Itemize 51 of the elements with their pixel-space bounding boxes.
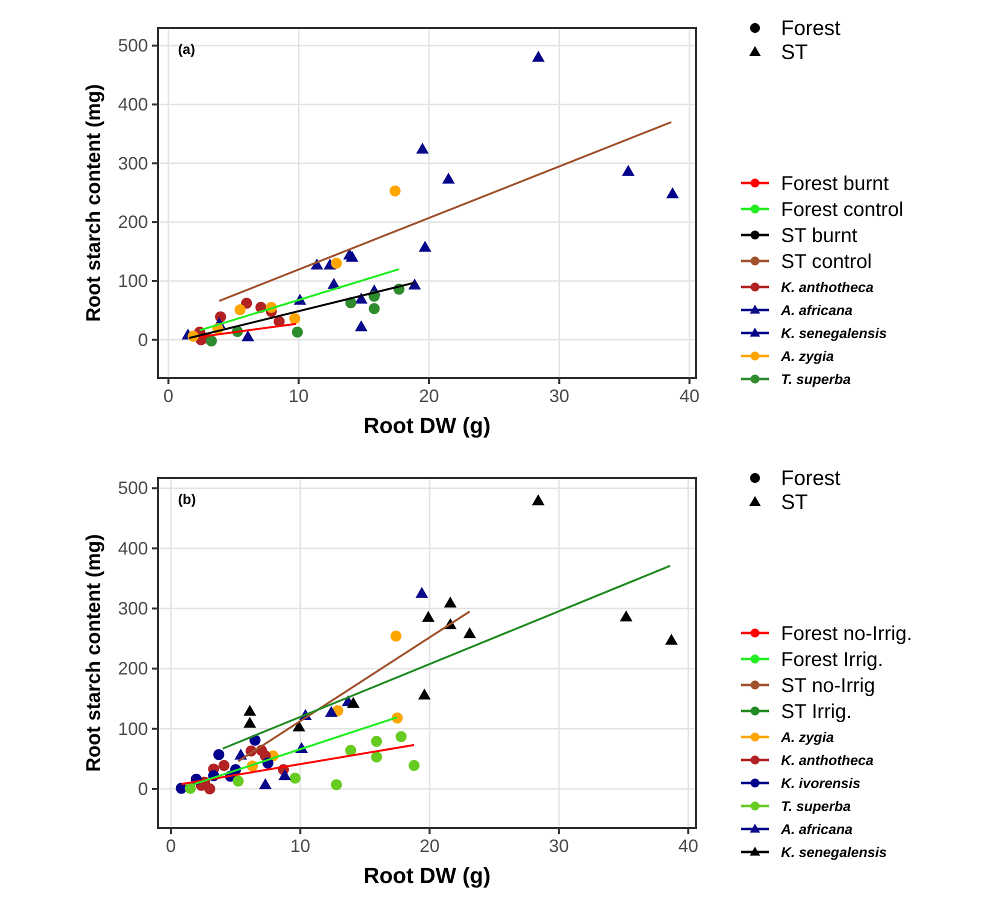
x-tick-label: 30	[549, 386, 570, 406]
legend-label: T. superba	[781, 371, 851, 387]
legend-label: K. anthotheca	[781, 752, 874, 768]
x-tick-label: 0	[163, 386, 174, 406]
x-axis-title: Root DW (g)	[363, 863, 491, 888]
legend-label: ST no-Irrig	[781, 675, 876, 697]
y-tick-label: 300	[118, 598, 148, 618]
legend-label: A. zygia	[780, 348, 834, 364]
legend-label: ST control	[781, 251, 872, 273]
legend-label: Forest control	[781, 199, 904, 221]
text: Forest	[781, 17, 841, 40]
y-tick-label: 500	[118, 478, 148, 498]
y-tick-label: 200	[118, 212, 148, 232]
x-tick-label: 20	[420, 836, 440, 856]
x-tick-label: 0	[166, 836, 176, 856]
y-tick-label: 300	[118, 153, 148, 174]
y-axis-title: Root starch content (mg)	[83, 534, 105, 772]
x-tick-label: 10	[288, 386, 309, 406]
y-tick-label: 0	[138, 778, 148, 799]
legend-label: K. senegalensis	[781, 325, 888, 341]
legend-label: K. ivorensis	[781, 775, 861, 791]
x-tick-label: 40	[679, 386, 700, 406]
y-tick-label: 200	[118, 658, 148, 679]
y-tick-label: 100	[118, 718, 148, 739]
y-tick-label: 400	[118, 94, 148, 114]
text: ST	[781, 491, 808, 514]
legend-label: ST Irrig.	[781, 701, 852, 723]
legend-label: A. zygia	[780, 729, 834, 745]
x-tick-label: 20	[418, 386, 439, 406]
y-tick-label: 0	[138, 330, 148, 350]
legend-label: Forest Irrig.	[781, 649, 884, 671]
y-tick-label: 100	[118, 270, 148, 291]
y-tick-label: 500	[118, 36, 148, 56]
y-tick-label: 400	[118, 538, 148, 558]
legend-label: A. africana	[780, 302, 853, 318]
y-axis-title: Root starch content (mg)	[83, 84, 105, 322]
x-axis-title: Root DW (g)	[363, 413, 491, 438]
x-tick-label: 40	[678, 836, 698, 856]
legend-label: A. africana	[780, 821, 853, 837]
text: (a)	[178, 41, 196, 57]
legend-label: ST burnt	[781, 225, 858, 247]
text: (b)	[178, 491, 196, 507]
x-tick-label: 30	[548, 836, 569, 856]
legend-label: Forest burnt	[781, 173, 890, 195]
legend-label: K. senegalensis	[781, 844, 888, 860]
legend-label: K. anthotheca	[781, 279, 874, 295]
x-tick-label: 10	[290, 836, 310, 856]
legend-label: Forest no-Irrig.	[781, 623, 912, 645]
legend-label: T. superba	[781, 798, 851, 814]
text: Forest	[781, 467, 841, 490]
text: ST	[781, 41, 808, 64]
